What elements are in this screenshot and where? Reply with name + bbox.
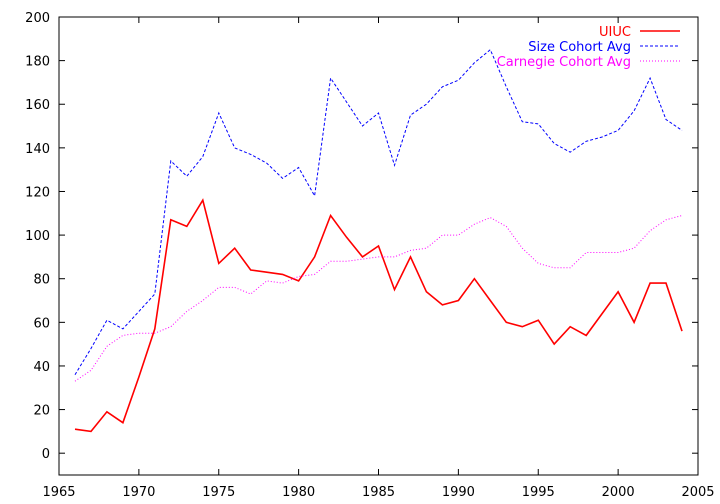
legend-label: UIUC	[599, 25, 631, 40]
axis-ticks: 0 20 40 60 80 100 120 140 160 180 200 1965 1970 1975 1…	[25, 11, 714, 500]
x-tick-label: 1975	[202, 485, 235, 500]
y-tick-label: 80	[33, 273, 50, 288]
data-series	[74, 48, 683, 433]
legend-label: Carnegie Cohort Avg	[497, 55, 631, 70]
y-tick-label: 0	[42, 447, 50, 462]
y-tick-label: 100	[25, 229, 50, 244]
x-tick-label: 2000	[602, 485, 635, 500]
y-tick-label: 20	[33, 404, 50, 419]
y-tick-label: 160	[25, 98, 50, 113]
x-tick-label: 1985	[362, 485, 395, 500]
x-tick-label: 1990	[442, 485, 475, 500]
legend-label: Size Cohort Avg	[528, 40, 631, 55]
series-line-1	[74, 198, 683, 433]
y-tick-label: 40	[33, 360, 50, 375]
series-line-3	[74, 215, 683, 382]
y-tick-label: 120	[25, 185, 50, 200]
x-tick-label: 1980	[282, 485, 315, 500]
x-tick-label: 1995	[522, 485, 555, 500]
x-tick-label: 2005	[681, 485, 714, 500]
x-tick-label: 1970	[122, 485, 155, 500]
y-tick-label: 140	[25, 142, 50, 157]
y-tick-label: 200	[25, 11, 50, 26]
y-tick-label: 180	[25, 55, 50, 70]
series-line-2	[74, 48, 683, 375]
y-tick-label: 60	[33, 316, 50, 331]
x-tick-label: 1965	[42, 485, 75, 500]
